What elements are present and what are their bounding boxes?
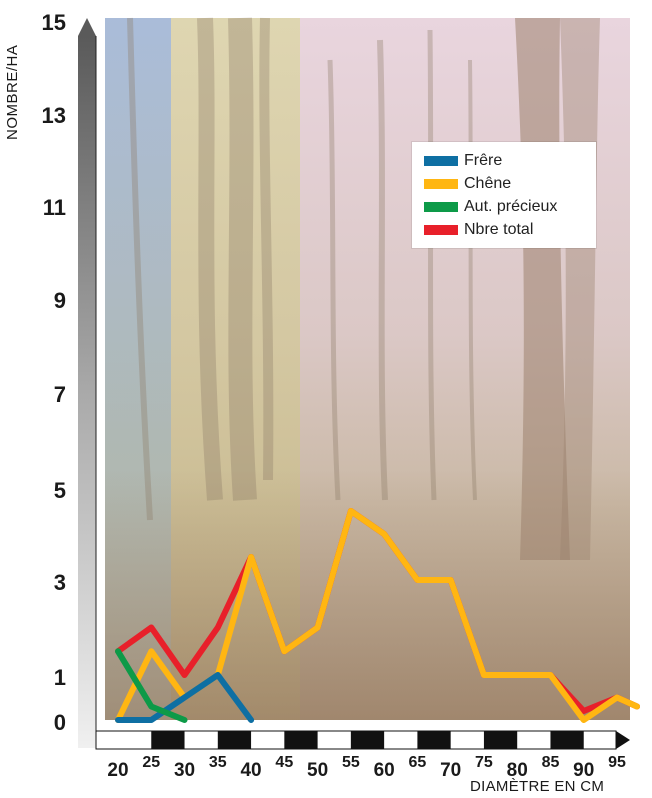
x-tick-label: 75	[475, 754, 493, 771]
x-tick-label: 80	[507, 760, 528, 781]
y-tick-label: 13	[42, 103, 66, 128]
legend-item: Frêre	[424, 151, 502, 171]
x-tick-label: 40	[240, 760, 261, 781]
x-tick-label: 85	[542, 754, 560, 771]
legend-item: Aut. précieux	[424, 197, 557, 217]
x-tick-label: 70	[440, 760, 461, 781]
x-tick-label: 60	[374, 760, 395, 781]
y-tick-label: 9	[54, 288, 66, 313]
x-tick-label: 65	[409, 754, 427, 771]
legend: Frêre Chêne Aut. précieux Nbre total	[412, 142, 596, 248]
legend-label: Nbre total	[464, 221, 534, 238]
x-axis-segment	[417, 731, 451, 749]
x-axis-segment	[151, 731, 185, 749]
x-axis-segment	[284, 731, 318, 749]
y-tick-label: 7	[54, 382, 66, 407]
y-tick-label: 0	[54, 710, 66, 735]
x-tick-label: 35	[209, 754, 227, 771]
x-axis-arrow	[616, 731, 630, 749]
x-axis-segment	[550, 731, 584, 749]
y-tick-label: 11	[43, 195, 66, 220]
x-axis-segment	[217, 731, 252, 749]
series-lines	[115, 508, 640, 723]
legend-swatch	[424, 225, 458, 235]
x-tick-label: 90	[573, 760, 594, 781]
forest-background	[105, 17, 630, 720]
x-tick-label: 30	[174, 760, 195, 781]
legend-label: Frêre	[464, 152, 503, 169]
x-tick-label: 45	[275, 754, 293, 771]
x-tick-label: 95	[608, 754, 626, 771]
x-tick-label: 20	[107, 760, 128, 781]
y-tick-label: 15	[42, 10, 66, 35]
y-tick-label: 3	[54, 570, 66, 595]
x-axis-segment	[350, 731, 385, 749]
x-axis-bar	[95, 730, 630, 750]
y-axis-scale	[78, 18, 97, 748]
legend-swatch	[424, 202, 458, 212]
series-line-fr-re	[115, 672, 255, 723]
legend-swatch	[424, 156, 458, 166]
x-ticks: 20 25 30 35 40 45 50 55 60 65 70 75 80 85 90 95	[107, 754, 626, 781]
y-axis-label: NOMBRE/HA	[4, 44, 21, 140]
y-tick-label: 1	[54, 665, 66, 690]
legend-item: Chêne	[424, 174, 511, 194]
y-tick-label: 5	[54, 478, 66, 503]
legend-label: Aut. précieux	[464, 198, 558, 215]
legend-item: Nbre total	[424, 220, 533, 240]
x-tick-label: 50	[307, 760, 328, 781]
x-tick-label: 25	[142, 754, 160, 771]
legend-label: Chêne	[464, 175, 512, 192]
series-line-aut-pr-cieux	[115, 648, 188, 723]
legend-swatch	[424, 179, 458, 189]
x-tick-label: 55	[342, 754, 360, 771]
x-axis-segment	[483, 731, 518, 749]
x-axis-label: DIAMÈTRE EN CM	[470, 778, 605, 795]
